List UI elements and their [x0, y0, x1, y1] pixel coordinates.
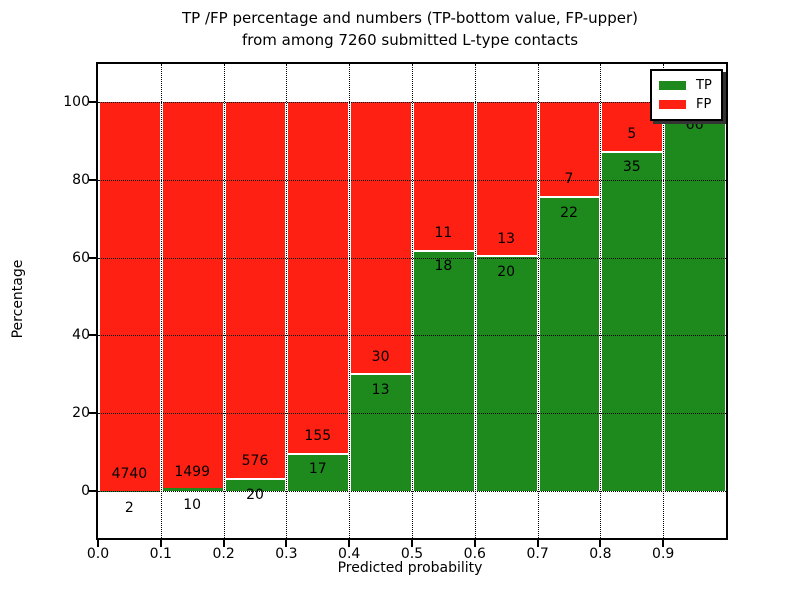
y-gridline	[98, 179, 726, 181]
tp-count-label: 17	[308, 461, 327, 478]
x-tick-mark	[285, 540, 288, 547]
y-tick-label: 20	[72, 405, 90, 422]
x-gridline	[286, 64, 288, 538]
tp-count-label: 22	[560, 204, 578, 221]
y-tick-label: 60	[72, 249, 90, 266]
tp-swatch-icon	[659, 81, 686, 90]
bar-bin-0.5	[412, 102, 475, 491]
x-tick-label: 0.4	[338, 546, 361, 562]
chart-title-line1: TP /FP percentage and numbers (TP-bottom…	[182, 9, 638, 27]
y-tick-mark	[89, 490, 96, 492]
tp-count-label: 13	[371, 382, 390, 399]
bar-bin-0.6	[474, 102, 538, 491]
x-tick-label: 0.7	[526, 546, 549, 562]
tp-count-label: 18	[434, 258, 453, 275]
x-tick-label: 0.9	[652, 546, 675, 562]
x-tick-label: 0.5	[400, 546, 424, 562]
legend-label-tp: TP	[696, 78, 712, 93]
y-tick-mark	[89, 256, 96, 259]
tp-bar-segment	[412, 249, 475, 491]
fp-swatch-icon	[659, 100, 686, 109]
x-gridline	[412, 64, 413, 538]
legend-item-tp: TP	[659, 76, 712, 95]
x-gridline	[600, 64, 602, 538]
fp-count-label: 5	[627, 125, 637, 142]
tp-bar-segment	[663, 107, 726, 491]
x-gridline	[223, 64, 225, 538]
y-gridline	[98, 491, 726, 492]
x-gridline	[537, 64, 539, 538]
chart-title-line2: from among 7260 submitted L-type contact…	[241, 31, 579, 49]
fp-count-label: 4740	[111, 466, 148, 483]
x-axis-label: Predicted probability	[337, 560, 483, 576]
fp-bar-segment	[160, 102, 224, 489]
x-tick-label: 0.3	[275, 546, 298, 562]
fp-count-label: 1499	[174, 463, 211, 480]
y-axis-label: Percentage	[10, 259, 26, 339]
bars-layer	[98, 102, 726, 491]
x-tick-label: 0.2	[212, 546, 235, 562]
x-gridline	[160, 64, 162, 538]
tp-bar-segment	[600, 150, 664, 491]
y-tick-label: 0	[81, 483, 90, 499]
y-tick-label: 80	[72, 171, 90, 188]
plot-area: 0.0 0.1 0.2 0.3 0.4 0.5 0.6 0.7 0.8 0.9 0 20 40 60 80 1…	[63, 62, 728, 562]
fp-count-label: 30	[371, 348, 390, 365]
tp-count-label: 20	[497, 263, 516, 280]
x-tick-mark	[536, 540, 539, 547]
tp-count-label: 35	[622, 159, 641, 176]
y-tick-mark	[89, 178, 96, 181]
x-tick-mark	[159, 540, 162, 547]
tp-count-label: 10	[183, 497, 202, 514]
fp-count-label: 11	[434, 224, 453, 241]
y-gridline	[98, 335, 726, 337]
bar-bin-0.9	[663, 102, 726, 491]
x-tick-label: 0.6	[463, 546, 486, 562]
fp-count-label: 7	[564, 171, 574, 188]
x-tick-label: 0.1	[149, 546, 172, 562]
y-gridline	[98, 257, 726, 259]
tp-count-label: 20	[246, 486, 264, 503]
legend: TP FP	[650, 69, 723, 121]
x-tick-mark	[97, 540, 99, 547]
x-gridline	[663, 64, 665, 538]
x-tick-label: 0.8	[589, 546, 612, 562]
chart-title: TP /FP percentage and numbers (TP-bottom…	[96, 7, 724, 51]
fp-count-label: 155	[304, 427, 332, 444]
y-tick-label: 40	[72, 327, 90, 344]
x-gridline	[349, 64, 351, 538]
fp-count-label: 13	[497, 230, 516, 247]
y-gridline	[98, 102, 726, 103]
bar-labels-layer: 4740 2 1499 10 576 20 155 17 30 13 11 18 13 20 7 22 5 35 6…	[98, 64, 726, 538]
bar-bin-0.1	[160, 102, 224, 491]
x-tick-mark	[473, 540, 476, 547]
y-tick-mark	[89, 334, 96, 337]
x-tick-mark	[348, 540, 351, 547]
ticks-layer: 0.0 0.1 0.2 0.3 0.4 0.5 0.6 0.7 0.8 0.9 0 20 40 60 80 1…	[63, 64, 726, 562]
x-gridline	[474, 64, 476, 538]
y-tick-mark	[89, 412, 96, 415]
x-tick-mark	[222, 540, 225, 547]
fp-bar-segment	[286, 102, 350, 453]
bar-bin-0.3	[286, 102, 350, 491]
x-tick-label: 0.0	[86, 546, 110, 562]
legend-item-fp: FP	[659, 95, 712, 114]
tp-bar-segment	[349, 373, 412, 491]
legend-label-fp: FP	[696, 97, 712, 112]
fp-count-label: 576	[241, 453, 269, 470]
y-tick-label: 100	[63, 94, 90, 110]
tp-count-label: 2	[124, 499, 134, 516]
y-gridline	[98, 413, 726, 415]
fp-bar-segment	[98, 102, 161, 491]
x-tick-mark	[411, 540, 413, 547]
bar-bin-0.4	[349, 102, 412, 491]
bar-bin-0	[98, 102, 161, 491]
gridlines-layer	[98, 64, 726, 538]
x-tick-mark	[599, 540, 602, 547]
y-tick-mark	[89, 101, 96, 103]
x-tick-mark	[662, 540, 665, 547]
